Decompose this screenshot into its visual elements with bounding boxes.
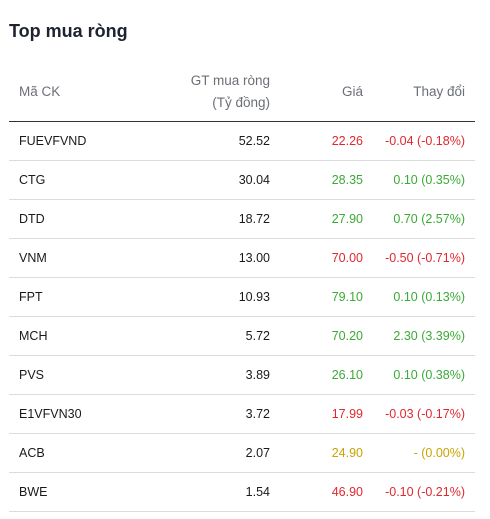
table-row[interactable]: ACB 2.07 24.90- (0.00%) xyxy=(9,434,475,473)
table-row[interactable]: VNM 13.00 70.00 -0.50 (-0.71%) xyxy=(9,239,475,278)
header-row: Mã CK GT mua ròng (Tỷ đồng) Giá Thay đổi xyxy=(9,62,475,122)
cell-price: 17.99 xyxy=(280,395,373,434)
cell-net-buy-value: 3.72 xyxy=(134,395,280,434)
cell-net-buy-value: 3.89 xyxy=(134,356,280,395)
header-net-buy-value-line2: (Tỷ đồng) xyxy=(144,92,270,114)
cell-code[interactable]: ACB xyxy=(9,434,134,473)
widget-title: Top mua ròng xyxy=(9,21,128,42)
cell-change: - (0.00%) xyxy=(373,434,475,473)
cell-net-buy-value: 18.72 xyxy=(134,200,280,239)
cell-change: 0.10 (0.13%) xyxy=(373,278,475,317)
cell-change: -0.03 (-0.17%) xyxy=(373,395,475,434)
cell-code[interactable]: FUEVFVND xyxy=(9,122,134,161)
cell-net-buy-value: 13.00 xyxy=(134,239,280,278)
cell-change: -0.04 (-0.18%) xyxy=(373,122,475,161)
cell-code[interactable]: DTD xyxy=(9,200,134,239)
cell-code[interactable]: FPT xyxy=(9,278,134,317)
header-price[interactable]: Giá xyxy=(280,62,373,122)
cell-price: 24.90 xyxy=(280,434,373,473)
cell-price: 27.90 xyxy=(280,200,373,239)
table-row[interactable]: PVS 3.89 26.10 0.10 (0.38%) xyxy=(9,356,475,395)
cell-net-buy-value: 52.52 xyxy=(134,122,280,161)
cell-price: 22.26 xyxy=(280,122,373,161)
cell-change: 2.30 (3.39%) xyxy=(373,317,475,356)
cell-code[interactable]: E1VFVN30 xyxy=(9,395,134,434)
cell-net-buy-value: 2.07 xyxy=(134,434,280,473)
table-row[interactable]: E1VFVN30 3.72 17.99 -0.03 (-0.17%) xyxy=(9,395,475,434)
cell-net-buy-value: 10.93 xyxy=(134,278,280,317)
header-code[interactable]: Mã CK xyxy=(9,62,134,122)
table-body: FUEVFVND 52.52 22.26 -0.04 (-0.18%) CTG 30.04… xyxy=(9,122,475,512)
table-header: Mã CK GT mua ròng (Tỷ đồng) Giá Thay đổi xyxy=(9,62,475,122)
cell-change: -0.10 (-0.21%) xyxy=(373,473,475,512)
cell-price: 70.00 xyxy=(280,239,373,278)
header-change[interactable]: Thay đổi xyxy=(373,62,475,122)
cell-net-buy-value: 30.04 xyxy=(134,161,280,200)
cell-change: 0.10 (0.38%) xyxy=(373,356,475,395)
cell-change: 0.10 (0.35%) xyxy=(373,161,475,200)
table-row[interactable]: BWE 1.54 46.90 -0.10 (-0.21%) xyxy=(9,473,475,512)
cell-price: 46.90 xyxy=(280,473,373,512)
cell-code[interactable]: VNM xyxy=(9,239,134,278)
table-row[interactable]: DTD 18.72 27.90 0.70 (2.57%) xyxy=(9,200,475,239)
cell-net-buy-value: 5.72 xyxy=(134,317,280,356)
table-row[interactable]: CTG 30.04 28.35 0.10 (0.35%) xyxy=(9,161,475,200)
cell-price: 28.35 xyxy=(280,161,373,200)
cell-price: 79.10 xyxy=(280,278,373,317)
cell-change: -0.50 (-0.71%) xyxy=(373,239,475,278)
cell-net-buy-value: 1.54 xyxy=(134,473,280,512)
cell-code[interactable]: PVS xyxy=(9,356,134,395)
table-row[interactable]: FPT 10.93 79.10 0.10 (0.13%) xyxy=(9,278,475,317)
cell-code[interactable]: MCH xyxy=(9,317,134,356)
cell-change: 0.70 (2.57%) xyxy=(373,200,475,239)
table-row[interactable]: FUEVFVND 52.52 22.26 -0.04 (-0.18%) xyxy=(9,122,475,161)
cell-price: 26.10 xyxy=(280,356,373,395)
net-buy-table: Mã CK GT mua ròng (Tỷ đồng) Giá Thay đổi… xyxy=(9,62,475,512)
header-net-buy-value-line1: GT mua ròng xyxy=(144,70,270,92)
cell-code[interactable]: CTG xyxy=(9,161,134,200)
header-net-buy-value[interactable]: GT mua ròng (Tỷ đồng) xyxy=(134,62,280,122)
cell-code[interactable]: BWE xyxy=(9,473,134,512)
table-row[interactable]: MCH 5.72 70.20 2.30 (3.39%) xyxy=(9,317,475,356)
cell-price: 70.20 xyxy=(280,317,373,356)
